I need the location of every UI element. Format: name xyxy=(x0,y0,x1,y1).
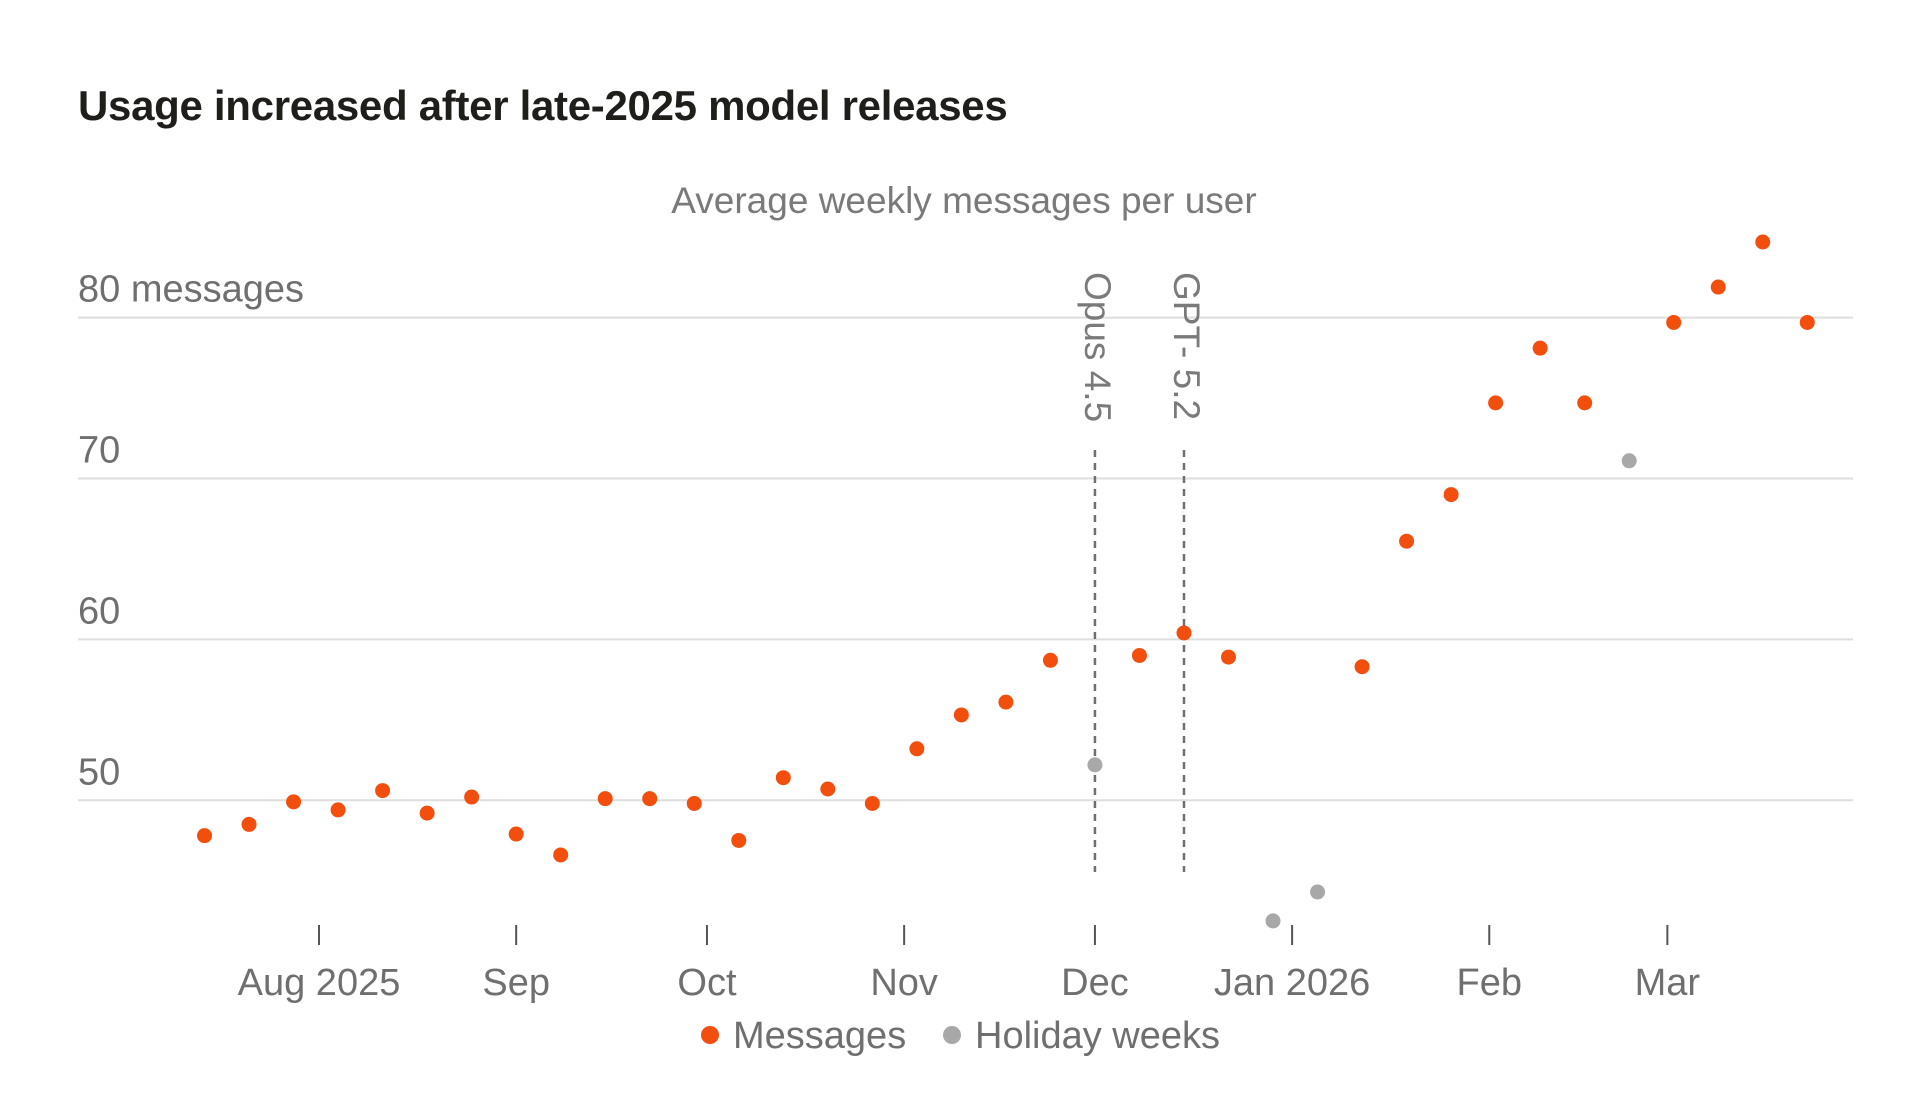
messages-point xyxy=(1710,279,1726,295)
x-tick-label: Nov xyxy=(870,962,938,1004)
messages-point xyxy=(1399,533,1415,549)
messages-point xyxy=(1176,625,1192,641)
messages-point xyxy=(597,791,613,807)
x-tick-label: Sep xyxy=(482,962,550,1004)
y-tick-label: 60 xyxy=(78,590,120,632)
messages-point xyxy=(909,741,925,757)
messages-point xyxy=(1488,395,1504,411)
legend-marker xyxy=(701,1026,719,1044)
messages-point xyxy=(1577,395,1593,411)
messages-point xyxy=(419,805,435,821)
holiday-week-point xyxy=(1087,757,1103,773)
messages-point xyxy=(330,802,346,818)
messages-point xyxy=(375,783,391,799)
y-tick-label: 70 xyxy=(78,429,120,471)
chart-title: Usage increased after late-2025 model re… xyxy=(78,82,1008,129)
legend-label: Holiday weeks xyxy=(975,1015,1220,1057)
messages-point xyxy=(1755,234,1771,250)
messages-point xyxy=(1131,647,1147,663)
messages-point xyxy=(1532,340,1548,356)
holiday-week-point xyxy=(1265,913,1281,929)
gridlines xyxy=(78,316,1853,802)
messages-point xyxy=(820,781,836,797)
x-tick-label: Feb xyxy=(1457,962,1522,1004)
chart-subtitle: Average weekly messages per user xyxy=(671,180,1256,221)
messages-point xyxy=(1443,487,1459,503)
legend-label: Messages xyxy=(733,1015,906,1057)
messages-point xyxy=(464,789,480,805)
x-tick-label: Oct xyxy=(677,962,737,1004)
x-tick-label: Aug 2025 xyxy=(238,962,401,1004)
messages-point xyxy=(953,707,969,723)
messages-point xyxy=(998,694,1014,710)
messages-point xyxy=(1666,314,1682,330)
holiday-week-point xyxy=(1621,453,1637,469)
annotation-label: GPT- 5.2 xyxy=(1166,272,1207,420)
legend: Messages Holiday weeks xyxy=(701,1015,1220,1057)
messages-point xyxy=(686,795,702,811)
messages-point xyxy=(731,832,747,848)
annotation-label: Opus 4.5 xyxy=(1077,272,1118,422)
y-axis-labels: 80 messages 70 60 50 xyxy=(78,269,304,794)
x-tick-label: Mar xyxy=(1635,962,1701,1004)
messages-point xyxy=(508,826,524,842)
annotations: Opus 4.5 GPT- 5.2 xyxy=(1077,272,1207,872)
messages-point xyxy=(197,828,213,844)
x-tick-label: Jan 2026 xyxy=(1214,962,1370,1004)
legend-marker xyxy=(943,1026,961,1044)
messages-point xyxy=(1221,649,1237,665)
data-points xyxy=(197,234,1815,929)
messages-point xyxy=(775,770,791,786)
messages-point xyxy=(1799,314,1815,330)
messages-point xyxy=(864,795,880,811)
messages-point xyxy=(286,794,302,810)
messages-point xyxy=(642,791,658,807)
messages-point xyxy=(1042,652,1058,668)
x-axis: Aug 2025 Sep Oct Nov Dec Jan 2026 Feb Mar xyxy=(238,925,1701,1004)
holiday-week-point xyxy=(1310,884,1326,900)
x-tick-label: Dec xyxy=(1061,962,1129,1004)
messages-point xyxy=(241,816,257,832)
messages-point xyxy=(1354,659,1370,675)
messages-point xyxy=(553,847,569,863)
y-tick-label: 80 messages xyxy=(78,269,304,311)
y-tick-label: 50 xyxy=(78,751,120,793)
